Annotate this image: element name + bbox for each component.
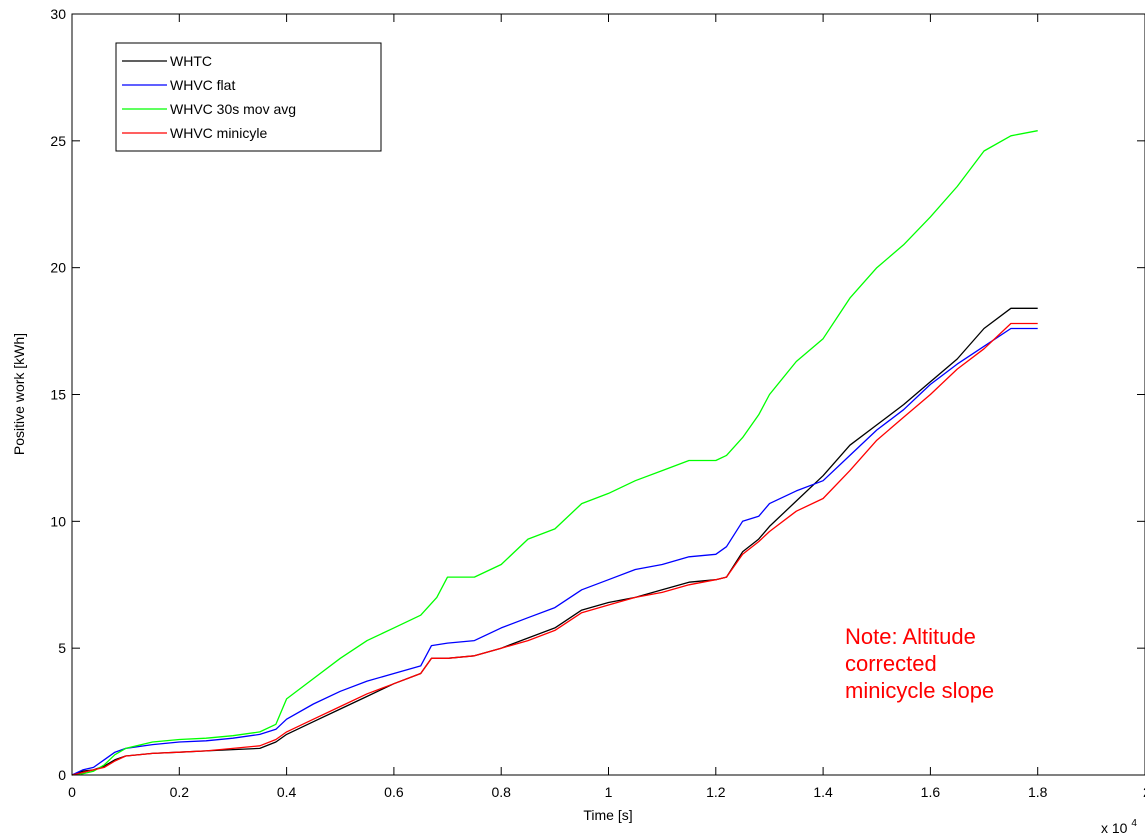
annotation-text: Note: Altitude	[845, 624, 976, 649]
y-tick-label: 15	[50, 387, 66, 403]
x-tick-label: 1	[605, 784, 613, 800]
y-tick-label: 10	[50, 513, 66, 529]
legend-label: WHVC flat	[170, 77, 235, 93]
series-line-3	[71, 130, 1038, 776]
x-tick-label: 0.4	[277, 784, 297, 800]
x-tick-label: 0.2	[170, 784, 190, 800]
legend-label: WHVC 30s mov avg	[170, 101, 296, 117]
legend-label: WHVC minicyle	[170, 125, 267, 141]
y-tick-label: 20	[50, 260, 66, 276]
series-line-4	[71, 322, 1038, 776]
y-axis-label: Positive work [kWh]	[11, 333, 27, 455]
x-tick-label: 1.2	[706, 784, 726, 800]
x-axis-multiplier-base: x 10	[1101, 820, 1128, 836]
y-tick-label: 0	[58, 767, 66, 783]
x-tick-label: 0.6	[384, 784, 404, 800]
y-tick-label: 25	[50, 133, 66, 149]
x-tick-label: 0	[68, 784, 76, 800]
legend: WHTC WHVC flat WHVC 30s mov avg WHVC minicy…	[115, 42, 382, 152]
x-axis-multiplier: x 10 4	[1101, 818, 1137, 836]
x-tick-label: 1.4	[813, 784, 833, 800]
series-layer	[71, 130, 1038, 776]
x-tick-label: 1.8	[1028, 784, 1048, 800]
x-tick-label: 1.6	[921, 784, 941, 800]
x-tick-label: 2	[1143, 784, 1145, 800]
annotation-text: minicycle slope	[845, 678, 994, 703]
x-axis-multiplier-exponent: 4	[1131, 818, 1137, 829]
series-line-2	[71, 327, 1038, 776]
y-tick-label: 30	[50, 6, 66, 22]
y-tick-label: 5	[58, 640, 66, 656]
axes-layer: 00.20.40.60.811.21.41.61.82051015202530	[50, 6, 1145, 800]
x-tick-label: 0.8	[491, 784, 511, 800]
annotation-text: corrected	[845, 651, 937, 676]
legend-label: WHTC	[170, 53, 212, 69]
x-axis-label: Time [s]	[583, 807, 632, 823]
